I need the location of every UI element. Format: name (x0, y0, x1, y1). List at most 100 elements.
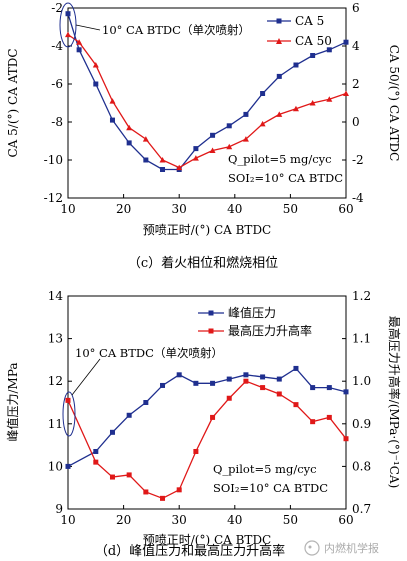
chart-c-right-axis-label: CA 50/(°) CA ATDC (387, 45, 401, 162)
series-point-1 (193, 448, 199, 454)
right-tick-label: 1.0 (352, 374, 371, 388)
watermark-logo-dot (308, 545, 312, 549)
series-point-0 (65, 11, 71, 17)
series-point-1 (293, 402, 299, 408)
x-tick-label: 10 (60, 513, 75, 527)
chart-c-right-ticks: 6 4 2 0 -2 -4 (342, 1, 364, 205)
series-point-0 (193, 380, 199, 386)
series-point-1 (326, 96, 333, 102)
series-point-1 (176, 487, 182, 493)
left-tick-label: 12 (48, 374, 63, 388)
series-point-1 (160, 495, 166, 501)
right-tick-label: 2 (352, 77, 360, 91)
series-line-1 (67, 34, 347, 169)
x-tick-label: 50 (283, 202, 298, 216)
x-tick-label: 10 (60, 202, 75, 216)
series-point-1 (76, 39, 83, 45)
chart-c-callout: 10° CA BTDC（单次喷射） (102, 23, 250, 37)
series-point-0 (243, 372, 249, 378)
chart-c-condition-q: Q_pilot=5 mg/cyc (228, 152, 332, 166)
left-tick-label: -10 (44, 153, 63, 167)
left-tick-label: -6 (51, 77, 63, 91)
series-point-0 (126, 140, 132, 146)
watermark-logo-icon (304, 540, 320, 556)
series-point-0 (226, 123, 232, 129)
series-point-0 (76, 47, 82, 53)
x-tick-label: 30 (172, 202, 187, 216)
right-tick-label: 0.9 (352, 417, 371, 431)
series-point-1 (142, 136, 149, 142)
left-tick-label: -12 (44, 191, 63, 205)
series-point-0 (243, 111, 249, 117)
series-point-0 (293, 62, 299, 68)
chart-d-caption: （d）峰值压力和最高压力升高率 (95, 543, 285, 559)
chart-c-x-axis-label: 预喷正时/(°) CA BTDC (143, 223, 272, 237)
right-tick-label: -4 (352, 191, 364, 205)
series-point-1 (292, 105, 299, 112)
series-point-1 (260, 385, 266, 391)
left-tick-label: 9 (55, 502, 63, 516)
series-point-1 (210, 414, 216, 420)
series-point-0 (160, 167, 166, 172)
chart-d-right-ticks: 1.2 1.1 1.0 0.9 0.8 0.7 (342, 289, 371, 516)
chart-d-callout: 10° CA BTDC（单次喷射） (75, 346, 223, 360)
series-point-0 (193, 146, 199, 152)
left-tick-label: -2 (51, 1, 63, 15)
chart-d-x-axis-label: 预喷正时/(°) CA BTDC (143, 533, 272, 547)
right-tick-label: 0.8 (352, 459, 371, 473)
x-tick-label: 60 (338, 202, 353, 216)
series-point-0 (326, 47, 332, 53)
chart-d-series (65, 365, 349, 501)
series-point-0 (310, 385, 316, 391)
series-point-0 (143, 157, 149, 163)
series-point-1 (65, 397, 71, 403)
right-tick-label: -2 (352, 153, 364, 167)
chart-c-legend-label-ca5: CA 5 (295, 14, 324, 28)
series-point-0 (93, 81, 99, 87)
left-tick-label: -8 (51, 115, 63, 129)
x-tick-label: 50 (283, 513, 298, 527)
right-tick-label: 0.7 (352, 502, 371, 516)
series-point-1 (326, 414, 332, 420)
watermark: 内燃机学报 (304, 540, 379, 556)
series-point-0 (343, 389, 349, 395)
series-point-1 (310, 419, 316, 425)
chart-d-right-axis-label: 最高压力升高率/(MPa·(°)⁻¹CA) (387, 316, 402, 489)
chart-c-legend: CA 5 CA 50 (267, 14, 332, 48)
chart-c-caption: （c）着火相位和燃烧相位 (128, 255, 278, 271)
x-tick-label: 20 (116, 513, 131, 527)
left-tick-label: 13 (48, 332, 63, 346)
chart-c-condition-soi: SOI₂=10° CA BTDC (228, 171, 343, 185)
series-point-1 (143, 489, 149, 495)
right-tick-label: 1.1 (352, 332, 371, 346)
series-point-0 (109, 117, 115, 123)
chart-d-left-ticks: 14 13 12 11 10 9 (48, 289, 72, 516)
chart-c-legend-label-ca50: CA 50 (295, 34, 332, 48)
chart-d-callout-ellipse (62, 391, 76, 437)
x-tick-label: 20 (116, 202, 131, 216)
series-point-0 (93, 448, 99, 454)
chart-c-legend-marker-ca50 (276, 38, 282, 44)
series-line-0 (67, 13, 347, 171)
series-point-0 (176, 372, 182, 378)
series-point-0 (276, 376, 282, 382)
chart-d-legend-marker-peak (208, 310, 214, 316)
left-tick-label: 11 (48, 417, 63, 431)
right-tick-label: 1.2 (352, 289, 371, 303)
right-tick-label: 4 (352, 39, 360, 53)
series-point-1 (126, 472, 132, 478)
right-tick-label: 0 (352, 115, 360, 129)
series-point-0 (343, 39, 349, 45)
series-point-0 (293, 365, 299, 371)
chart-d-legend: 峰值压力 最高压力升高率 (198, 305, 312, 338)
chart-c-x-ticks: 10 20 30 40 50 60 (60, 194, 354, 216)
x-tick-label: 40 (227, 513, 242, 527)
chart-c-left-axis-label: CA 5/(°) CA ATDC (6, 49, 20, 158)
chart-d-legend-marker-rate (208, 328, 214, 334)
series-point-0 (260, 374, 266, 380)
series-point-0 (276, 73, 282, 79)
series-point-1 (126, 124, 133, 131)
